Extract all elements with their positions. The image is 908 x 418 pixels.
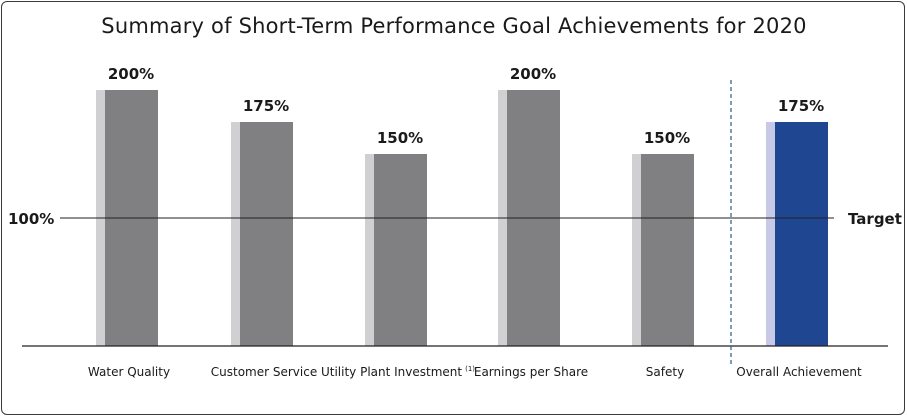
target-value-label: 100% bbox=[8, 210, 54, 228]
footnote-marker: (1) bbox=[465, 365, 475, 373]
data-label: 175% bbox=[243, 97, 289, 115]
bar bbox=[374, 154, 427, 346]
category-label: Safety bbox=[646, 365, 684, 379]
category-label: Utility Plant Investment (1) bbox=[321, 365, 475, 379]
data-label: 150% bbox=[644, 129, 690, 147]
data-label: 200% bbox=[510, 65, 556, 83]
bar-shadow bbox=[365, 154, 374, 346]
chart-title: Summary of Short-Term Performance Goal A… bbox=[101, 14, 807, 38]
bar bbox=[641, 154, 694, 346]
category-label: Water Quality bbox=[88, 365, 170, 379]
bar bbox=[240, 122, 293, 346]
category-label: Customer Service bbox=[211, 365, 317, 379]
data-label: 150% bbox=[377, 129, 423, 147]
category-label: Overall Achievement bbox=[736, 365, 862, 379]
target-label: Target bbox=[848, 210, 902, 228]
bar bbox=[775, 122, 828, 346]
bar-shadow bbox=[231, 122, 240, 346]
bar-shadow bbox=[632, 154, 641, 346]
bar-shadow bbox=[766, 122, 775, 346]
category-label: Earnings per Share bbox=[474, 365, 588, 379]
data-label: 175% bbox=[778, 97, 824, 115]
data-label: 200% bbox=[108, 65, 154, 83]
